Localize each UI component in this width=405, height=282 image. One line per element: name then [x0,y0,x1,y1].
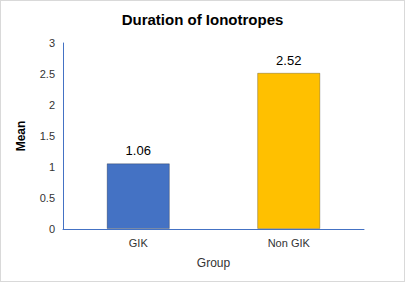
svg-text:2: 2 [49,99,55,111]
svg-text:2.5: 2.5 [40,68,55,80]
svg-text:Duration of Ionotropes: Duration of Ionotropes [122,11,284,28]
svg-text:3: 3 [49,37,55,49]
svg-text:GIK: GIK [129,237,149,249]
svg-text:Group: Group [197,256,231,270]
svg-text:1.06: 1.06 [126,143,151,158]
svg-text:0: 0 [49,223,55,235]
svg-text:1: 1 [49,161,55,173]
svg-text:1.5: 1.5 [40,130,55,142]
svg-text:Non GIK: Non GIK [268,237,311,249]
svg-text:2.52: 2.52 [276,53,301,68]
svg-text:0.5: 0.5 [40,192,55,204]
svg-text:Mean: Mean [14,121,28,152]
